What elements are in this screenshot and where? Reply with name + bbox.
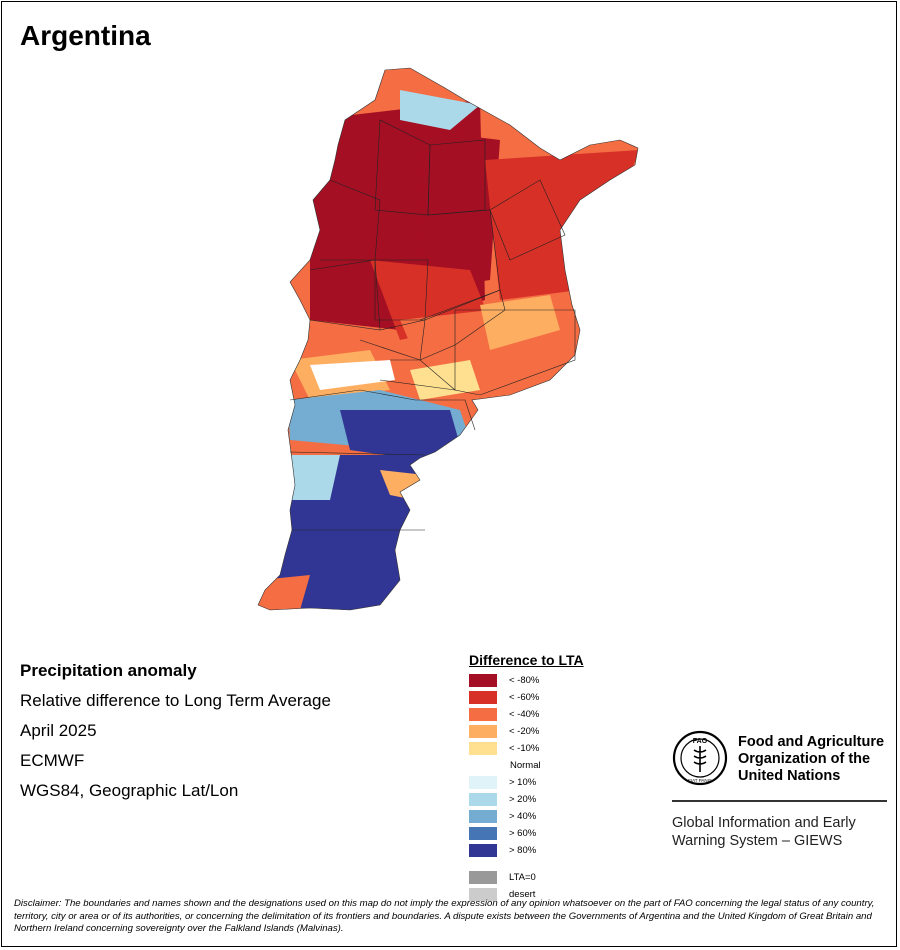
argentina-anomaly-map: [257, 67, 639, 611]
region-north-central: [420, 130, 500, 290]
legend-class-swatch: [469, 827, 497, 840]
legend-class-label: < -10%: [509, 743, 540, 754]
region-north-border: [400, 90, 480, 130]
fao-name: Food and Agriculture Organization of the…: [738, 734, 888, 785]
legend-class-label: > 20%: [509, 794, 537, 805]
region-pampas-dry: [480, 295, 560, 350]
fao-name-line2: Organization of the: [738, 751, 871, 767]
fao-name-line1: Food and Agriculture: [738, 734, 885, 750]
info-period: April 2025: [20, 721, 97, 740]
region-north-patagonia-b: [340, 410, 460, 460]
fao-logo-icon: FAO FIAT PANIS: [672, 730, 728, 786]
legend-class-row: < -80%: [469, 672, 669, 689]
legend-class-label: < -80%: [509, 675, 540, 686]
legend-classes: < -80% < -60% < -40% < -20% < -10% Normal > 10…: [469, 672, 669, 859]
legend-class-label: > 10%: [509, 777, 537, 788]
legend-title: Difference to LTA: [469, 652, 584, 668]
province-boundaries: [289, 119, 576, 531]
legend-class-row: < -10%: [469, 740, 669, 757]
legend-class-swatch: [469, 674, 497, 687]
legend-class-row: > 10%: [469, 774, 669, 791]
legend-class-swatch: [469, 776, 497, 789]
map-info: Precipitation anomaly Relative differenc…: [20, 656, 331, 806]
legend-class-label: < -20%: [509, 726, 540, 737]
legend-extra-label: LTA=0: [509, 872, 536, 883]
info-source: ECMWF: [20, 751, 85, 770]
legend-class-swatch: [469, 725, 497, 738]
legend-class-row: Normal: [469, 757, 669, 774]
region-north-east: [485, 150, 638, 300]
legend-class-row: < -40%: [469, 706, 669, 723]
fao-logo-motto: FIAT PANIS: [688, 778, 712, 783]
info-subtitle: Relative difference to Long Term Average: [20, 691, 331, 710]
legend-class-label: > 60%: [509, 828, 537, 839]
legend-extra-label: desert: [509, 889, 536, 900]
legend-class-swatch: [469, 793, 497, 806]
fao-logo-text: FAO: [693, 738, 708, 745]
legend-class-swatch: [469, 691, 497, 704]
legend-extra: LTA=0 desert: [469, 869, 669, 903]
legend-class-row: < -20%: [469, 723, 669, 740]
legend-class-swatch: [469, 810, 497, 823]
fao-divider: [672, 800, 887, 802]
legend-class-label: < -40%: [509, 709, 540, 720]
legend-class-row: < -60%: [469, 689, 669, 706]
region-normal: [310, 360, 395, 390]
legend-class-label: Normal: [510, 760, 541, 771]
map-title: Argentina: [20, 20, 151, 51]
legend-class-label: > 40%: [509, 811, 537, 822]
legend-class-row: > 20%: [469, 791, 669, 808]
disclaimer: Disclaimer: The boundaries and names sho…: [14, 898, 875, 934]
region-andes-west: [280, 455, 340, 500]
legend-class-row: > 80%: [469, 842, 669, 859]
legend-class-swatch: [469, 844, 497, 857]
region-tierra-del-fuego: [260, 575, 310, 610]
giews-text: Global Information and Early Warning Sys…: [672, 814, 856, 850]
info-heading: Precipitation anomaly: [20, 661, 197, 680]
region-la-pampa: [410, 360, 480, 400]
legend-class-row: > 40%: [469, 808, 669, 825]
country-outline: [257, 67, 639, 611]
legend-class-label: > 80%: [509, 845, 537, 856]
legend-extra-swatch: [469, 871, 497, 884]
legend-extra-row: LTA=0: [469, 869, 669, 886]
giews-line2: Warning System – GIEWS: [672, 833, 843, 849]
legend-class-swatch: [469, 708, 497, 721]
legend-class-label: < -60%: [509, 692, 540, 703]
legend-extra-swatch: [469, 888, 497, 901]
legend: Difference to LTA < -80% < -60% < -40% < -2…: [469, 652, 669, 903]
giews-line1: Global Information and Early: [672, 815, 856, 831]
legend-class-row: > 60%: [469, 825, 669, 842]
fao-name-line3: United Nations: [738, 768, 841, 784]
legend-extra-row: desert: [469, 886, 669, 903]
legend-class-swatch: [469, 742, 497, 755]
info-projection: WGS84, Geographic Lat/Lon: [20, 781, 239, 800]
